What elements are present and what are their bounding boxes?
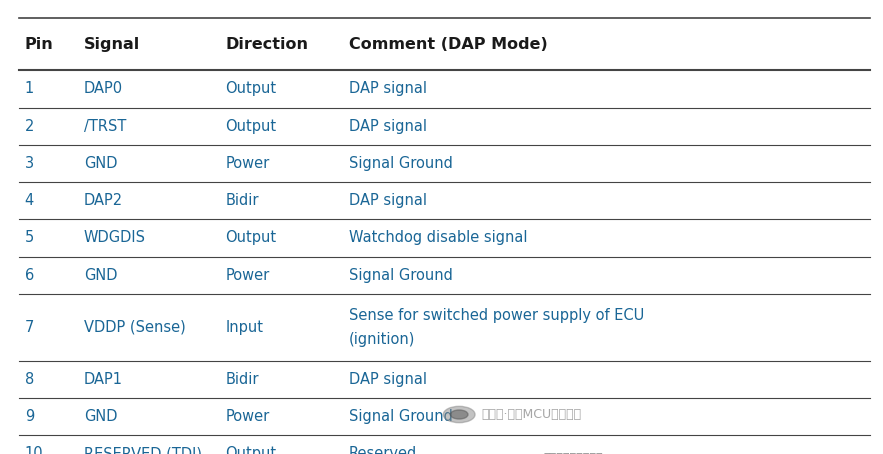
Text: 7: 7 bbox=[25, 320, 34, 335]
Text: Signal Ground: Signal Ground bbox=[349, 156, 453, 171]
Text: DAP signal: DAP signal bbox=[349, 81, 426, 97]
Text: Signal Ground: Signal Ground bbox=[349, 267, 453, 283]
Text: DAP0: DAP0 bbox=[84, 81, 123, 97]
Text: (ignition): (ignition) bbox=[349, 332, 415, 347]
Text: Pin: Pin bbox=[25, 37, 54, 52]
Text: 10: 10 bbox=[25, 446, 43, 454]
Text: DAP signal: DAP signal bbox=[349, 118, 426, 134]
Text: 6: 6 bbox=[25, 267, 34, 283]
Text: Signal Ground: Signal Ground bbox=[349, 409, 453, 424]
Text: 中国汽车工程师之家: 中国汽车工程师之家 bbox=[543, 453, 603, 454]
Circle shape bbox=[443, 406, 475, 423]
Text: DAP1: DAP1 bbox=[84, 372, 123, 387]
Text: 2: 2 bbox=[25, 118, 34, 134]
Text: GND: GND bbox=[84, 409, 117, 424]
Text: DAP signal: DAP signal bbox=[349, 372, 426, 387]
Text: Sense for switched power supply of ECU: Sense for switched power supply of ECU bbox=[349, 308, 644, 323]
Text: DAP2: DAP2 bbox=[84, 193, 123, 208]
Text: Reserved: Reserved bbox=[349, 446, 417, 454]
Text: Power: Power bbox=[225, 156, 269, 171]
Text: /TRST: /TRST bbox=[84, 118, 126, 134]
Text: Power: Power bbox=[225, 267, 269, 283]
Text: RESERVED (TDI): RESERVED (TDI) bbox=[84, 446, 202, 454]
Text: GND: GND bbox=[84, 156, 117, 171]
Text: Direction: Direction bbox=[225, 37, 308, 52]
Text: 公众号·汽车MCU软件设计: 公众号·汽车MCU软件设计 bbox=[481, 408, 581, 421]
Text: Signal: Signal bbox=[84, 37, 140, 52]
Text: DAP signal: DAP signal bbox=[349, 193, 426, 208]
Text: Input: Input bbox=[225, 320, 263, 335]
Text: Comment (DAP Mode): Comment (DAP Mode) bbox=[349, 37, 547, 52]
Text: WDGDIS: WDGDIS bbox=[84, 230, 146, 246]
Text: 9: 9 bbox=[25, 409, 34, 424]
Text: 1: 1 bbox=[25, 81, 34, 97]
Text: Watchdog disable signal: Watchdog disable signal bbox=[349, 230, 527, 246]
Text: Bidir: Bidir bbox=[225, 372, 259, 387]
Text: 8: 8 bbox=[25, 372, 34, 387]
Text: Output: Output bbox=[225, 118, 276, 134]
Circle shape bbox=[450, 410, 468, 419]
Text: Bidir: Bidir bbox=[225, 193, 259, 208]
Text: 3: 3 bbox=[25, 156, 34, 171]
Text: Output: Output bbox=[225, 230, 276, 246]
Text: 5: 5 bbox=[25, 230, 34, 246]
Text: VDDP (Sense): VDDP (Sense) bbox=[84, 320, 185, 335]
Text: Power: Power bbox=[225, 409, 269, 424]
Text: Output: Output bbox=[225, 446, 276, 454]
Text: GND: GND bbox=[84, 267, 117, 283]
Text: 4: 4 bbox=[25, 193, 34, 208]
Text: Output: Output bbox=[225, 81, 276, 97]
